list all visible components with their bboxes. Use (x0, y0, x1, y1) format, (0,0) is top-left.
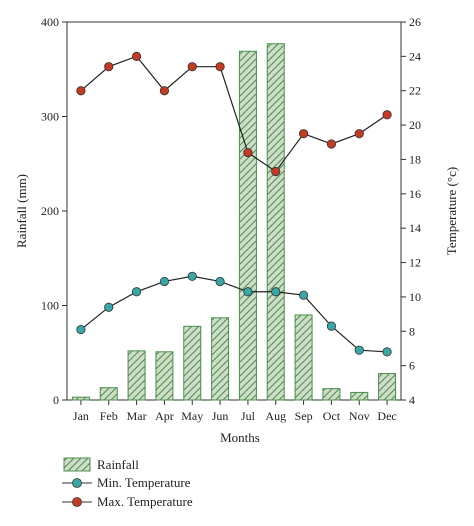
min-temp-point (131, 287, 142, 297)
x-tick-label: Jul (241, 409, 256, 423)
x-tick-label: Aug (265, 409, 286, 423)
y2-tick-label: 18 (409, 152, 421, 166)
y-tick-label: 200 (41, 204, 59, 218)
y-tick-label: 400 (41, 15, 59, 29)
max-temp-point (104, 62, 114, 72)
max-temp-point (354, 129, 364, 139)
rainfall-bar (322, 388, 341, 401)
max-temp-point (159, 86, 170, 96)
y2-tick-label: 22 (409, 84, 421, 98)
max-temp-point (243, 147, 253, 158)
legend-min-temp-label: Min. Temperature (97, 475, 191, 490)
x-tick-label: Nov (349, 409, 370, 423)
rainfall-bar (211, 317, 230, 401)
max-temp-point (76, 86, 86, 96)
rainfall-bar (71, 396, 90, 401)
y2-tick-label: 8 (409, 324, 415, 338)
x-tick-label: May (181, 409, 203, 423)
y2-tick-label: 24 (409, 49, 421, 63)
y-tick-label: 0 (53, 393, 59, 407)
min-temp-point (187, 271, 197, 281)
min-temp-point (271, 287, 281, 297)
x-axis-title: Months (220, 430, 260, 445)
y2-tick-label: 12 (409, 256, 421, 270)
min-temp-point (382, 347, 392, 357)
y-tick-label: 100 (41, 299, 59, 313)
rainfall-bar (266, 43, 285, 401)
min-temp-point (354, 345, 364, 355)
y-axis-title: Rainfall (mm) (14, 174, 29, 248)
max-temp-point (298, 129, 309, 139)
x-tick-label: Dec (377, 409, 396, 423)
max-temp-point (271, 166, 281, 177)
rainfall-bar (99, 387, 118, 401)
legend-min-temp-marker (72, 478, 82, 488)
rainfall-bar (294, 314, 313, 401)
min-temp-point (104, 302, 114, 312)
axis-ticks: 0 100 200 300 400 4 6 8 10 12 14 16 18 20 22 24 26 Jan Feb… (41, 15, 421, 423)
legend: Rainfall Min. Temperature Max. Temperatu… (62, 457, 193, 509)
y2-tick-label: 4 (409, 393, 415, 407)
min-temp-point (159, 276, 170, 287)
y2-tick-label: 16 (409, 187, 421, 201)
min-temp-line (80, 275, 388, 353)
x-tick-label: Mar (127, 409, 147, 423)
y2-axis-title: Temperature (°c) (444, 167, 459, 255)
min-temp-point (326, 321, 337, 331)
min-temp-point (76, 324, 86, 335)
max-temp-point (215, 62, 225, 72)
y2-tick-label: 20 (409, 118, 421, 132)
legend-rainfall-swatch (63, 457, 91, 472)
max-temp-point (187, 62, 197, 72)
rainfall-bar (183, 325, 202, 401)
max-temp-point (382, 110, 392, 120)
rainfall-bar (127, 350, 146, 401)
rainfall-bar (350, 391, 369, 401)
legend-rainfall-label: Rainfall (97, 457, 139, 472)
x-tick-label: Sep (295, 409, 313, 423)
y2-tick-label: 10 (409, 290, 421, 304)
max-temp-line (80, 55, 388, 173)
x-tick-label: Jan (73, 409, 89, 423)
max-temp-point (326, 139, 337, 149)
x-tick-label: Oct (323, 409, 341, 423)
x-tick-label: Jun (212, 409, 229, 423)
rainfall-bars (71, 43, 397, 401)
min-temp-point (215, 276, 225, 287)
y-tick-label: 300 (41, 110, 59, 124)
temperature-lines (76, 51, 392, 357)
legend-max-temp-label: Max. Temperature (97, 494, 193, 509)
rainfall-bar (155, 351, 174, 401)
y2-tick-label: 26 (409, 15, 421, 29)
y2-tick-label: 14 (409, 221, 421, 235)
rainfall-bar (378, 373, 397, 401)
x-tick-label: Apr (155, 409, 174, 423)
legend-max-temp-marker (72, 497, 82, 507)
rainfall-bar (238, 50, 257, 401)
min-temp-point (298, 290, 309, 300)
min-temp-point (243, 287, 253, 297)
max-temp-point (131, 51, 142, 61)
x-tick-label: Feb (100, 409, 118, 423)
y2-tick-label: 6 (409, 359, 415, 373)
